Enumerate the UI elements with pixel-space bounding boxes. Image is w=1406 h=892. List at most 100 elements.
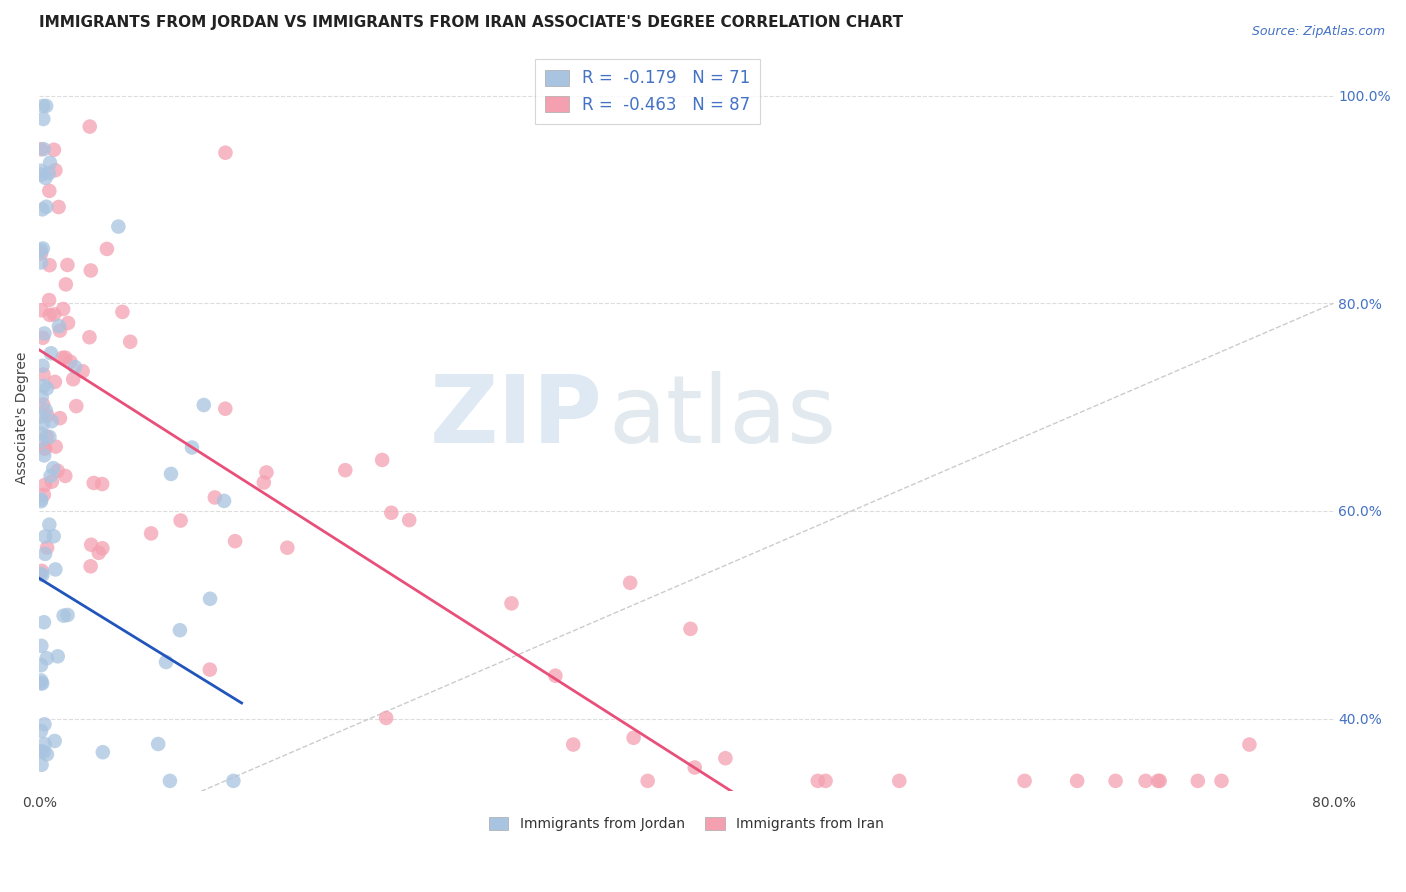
Point	[31, 676, 53, 690]
Point	[34, 170, 56, 185]
Point	[38, 184, 60, 198]
Point	[544, 668, 567, 682]
Point	[562, 738, 585, 752]
Point	[32, 368, 55, 382]
Point	[30, 409, 52, 424]
Point	[1149, 773, 1171, 788]
Point	[39, 346, 62, 360]
Point	[1187, 773, 1209, 788]
Point	[31, 564, 53, 578]
Point	[31, 568, 53, 582]
Text: IMMIGRANTS FROM JORDAN VS IMMIGRANTS FROM IRAN ASSOCIATE'S DEGREE CORRELATION CH: IMMIGRANTS FROM JORDAN VS IMMIGRANTS FRO…	[39, 15, 904, 30]
Point	[253, 475, 276, 490]
Point	[91, 477, 114, 491]
Point	[32, 378, 55, 392]
Point	[32, 449, 55, 463]
Point	[1135, 773, 1157, 788]
Point	[34, 326, 56, 341]
Point	[807, 773, 830, 788]
Point	[32, 112, 55, 126]
Point	[62, 372, 84, 386]
Point	[32, 417, 55, 431]
Point	[35, 99, 58, 113]
Point	[1239, 738, 1261, 752]
Point	[31, 359, 53, 373]
Y-axis label: Associate's Degree: Associate's Degree	[15, 351, 30, 483]
Point	[398, 513, 420, 527]
Point	[107, 219, 129, 234]
Point	[31, 434, 53, 448]
Point	[501, 596, 523, 610]
Point	[30, 639, 52, 653]
Point	[34, 737, 56, 751]
Point	[39, 156, 62, 170]
Point	[48, 200, 70, 214]
Point	[56, 316, 79, 330]
Point	[30, 566, 52, 581]
Point	[63, 360, 86, 375]
Point	[42, 461, 65, 475]
Point	[35, 747, 58, 762]
Point	[44, 562, 66, 576]
Point	[80, 263, 103, 277]
Point	[45, 440, 67, 454]
Point	[256, 466, 278, 480]
Point	[619, 575, 641, 590]
Point	[30, 676, 52, 690]
Point	[30, 244, 52, 258]
Point	[224, 534, 246, 549]
Point	[34, 717, 56, 731]
Point	[159, 773, 181, 788]
Point	[889, 773, 911, 788]
Text: atlas: atlas	[609, 371, 837, 464]
Point	[30, 142, 52, 156]
Point	[814, 773, 837, 788]
Point	[96, 242, 118, 256]
Point	[30, 426, 52, 441]
Point	[120, 334, 142, 349]
Point	[111, 305, 134, 319]
Point	[35, 200, 58, 214]
Point	[52, 301, 75, 316]
Point	[181, 441, 204, 455]
Point	[56, 258, 79, 272]
Point	[79, 120, 101, 134]
Point	[30, 494, 52, 508]
Point	[38, 258, 60, 272]
Point	[34, 529, 56, 543]
Point	[44, 307, 66, 321]
Point	[53, 351, 76, 365]
Point	[30, 246, 52, 260]
Point	[204, 491, 226, 505]
Point	[30, 744, 52, 758]
Point	[198, 663, 221, 677]
Point	[35, 541, 58, 555]
Point	[72, 364, 94, 378]
Point	[34, 441, 56, 455]
Point	[30, 303, 52, 318]
Point	[44, 163, 66, 178]
Point	[49, 411, 72, 425]
Point	[55, 277, 77, 292]
Point	[79, 559, 101, 574]
Point	[193, 398, 215, 412]
Point	[38, 308, 60, 322]
Point	[30, 255, 52, 269]
Point	[276, 541, 298, 555]
Point	[49, 324, 72, 338]
Point	[31, 390, 53, 404]
Point	[148, 737, 170, 751]
Point	[34, 547, 56, 561]
Text: ZIP: ZIP	[429, 371, 602, 464]
Point	[38, 430, 60, 444]
Point	[169, 514, 191, 528]
Point	[31, 242, 53, 256]
Point	[35, 429, 58, 443]
Point	[38, 166, 60, 180]
Point	[51, 351, 73, 365]
Point	[41, 414, 63, 428]
Point	[39, 468, 62, 483]
Point	[35, 381, 58, 395]
Point	[31, 757, 53, 772]
Point	[83, 475, 105, 490]
